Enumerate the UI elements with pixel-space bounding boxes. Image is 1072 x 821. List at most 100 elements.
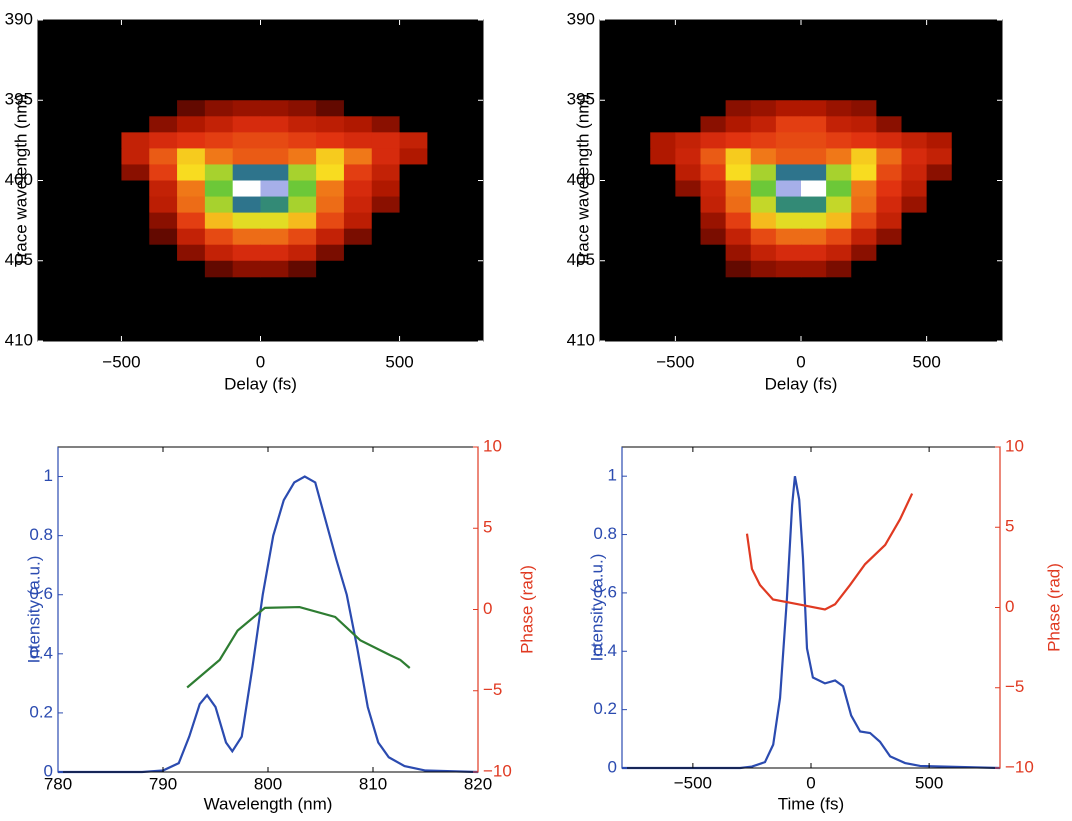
heat-cell — [801, 212, 827, 230]
heat-cell — [149, 180, 178, 198]
y-tick-label: 405 — [5, 250, 33, 269]
heat-cell — [951, 164, 978, 181]
heat-cell — [951, 100, 978, 117]
heat-cell — [976, 196, 1003, 214]
heat-cell — [149, 196, 178, 214]
heat-cell — [951, 148, 978, 165]
heat-cell — [177, 164, 206, 181]
heat-cell — [750, 148, 777, 165]
heat-cell — [750, 260, 777, 278]
heat-cell — [851, 260, 877, 278]
series-line — [58, 475, 479, 774]
y-tick-label: 400 — [567, 170, 595, 189]
heat-cell — [876, 164, 902, 181]
heat-cell — [316, 228, 345, 246]
y-tick-label: 390 — [5, 9, 33, 28]
heat-cell — [901, 132, 928, 149]
heat-cell — [371, 244, 401, 262]
heat-cell — [455, 228, 484, 246]
heat-cell — [750, 180, 777, 198]
heat-cell — [851, 196, 877, 214]
heat-cell — [204, 244, 234, 262]
x-tick-label: −500 — [656, 352, 694, 371]
x-tick-label: −500 — [102, 352, 140, 371]
heat-cell — [204, 196, 234, 214]
heat-cell — [399, 196, 428, 214]
heat-cell — [232, 100, 261, 117]
heat-cell — [725, 244, 752, 262]
x-tick-label: 500 — [915, 773, 943, 792]
y2-tick-label: 5 — [483, 518, 492, 537]
y-tick-label: 0.2 — [593, 699, 617, 718]
heat-cell — [121, 148, 150, 165]
heat-cell — [625, 116, 651, 133]
heat-cell — [121, 244, 150, 262]
heat-cell — [316, 212, 345, 230]
heat-cell — [371, 132, 401, 149]
heat-cell — [399, 228, 428, 246]
heat-cell — [316, 164, 345, 181]
heat-cell — [976, 212, 1003, 230]
heat-cell — [399, 132, 428, 149]
heat-cell — [427, 180, 456, 198]
heat-cell — [93, 164, 122, 181]
heat-cell — [121, 260, 150, 278]
heat-cell — [93, 116, 122, 133]
heat-cell — [926, 180, 953, 198]
y-tick-label: 395 — [5, 90, 33, 109]
heat-cell — [851, 116, 877, 133]
x-axis-label: Wavelength (nm) — [204, 794, 333, 813]
heat-cell — [260, 180, 289, 198]
heat-cell — [926, 100, 953, 117]
heat-cell — [926, 212, 953, 230]
heat-cell — [725, 212, 752, 230]
heat-cell — [650, 148, 676, 165]
heat-cell — [343, 164, 373, 181]
heat-cell — [650, 228, 676, 246]
heat-cell — [725, 228, 752, 246]
heat-cell — [93, 244, 122, 262]
x-tick-label: 500 — [912, 352, 940, 371]
heat-cell — [121, 100, 150, 117]
heat-cell — [177, 244, 206, 262]
heat-cell — [65, 132, 95, 149]
heat-cell — [675, 260, 701, 278]
heat-cell — [675, 228, 701, 246]
heat-cell — [725, 100, 752, 117]
heat-cell — [700, 116, 727, 133]
heat-cell — [427, 116, 456, 133]
heat-cell — [260, 228, 289, 246]
heat-cell — [775, 100, 802, 117]
heat-cell — [121, 180, 150, 198]
heat-cell — [371, 196, 401, 214]
heat-cell — [260, 260, 289, 278]
y-tick-label: 395 — [567, 90, 595, 109]
heat-cell — [951, 132, 978, 149]
heat-cell — [93, 180, 122, 198]
heat-cell — [625, 132, 651, 149]
heat-cell — [149, 148, 178, 165]
heat-cell — [826, 132, 852, 149]
heat-cell — [121, 212, 150, 230]
heat-cell — [901, 260, 928, 278]
heat-cell — [260, 148, 289, 165]
heat-cell — [371, 212, 401, 230]
heat-cell — [650, 116, 676, 133]
heat-cell — [876, 148, 902, 165]
heat-cell — [38, 148, 67, 165]
heat-cell — [316, 148, 345, 165]
heat-cell — [675, 148, 701, 165]
heat-cell — [675, 196, 701, 214]
heat-cell — [775, 212, 802, 230]
y-tick-label: 0 — [44, 761, 53, 780]
heat-cell — [427, 212, 456, 230]
heat-cell — [725, 164, 752, 181]
heat-cell — [399, 100, 428, 117]
heat-cell — [93, 228, 122, 246]
heat-cell — [801, 148, 827, 165]
heat-cell — [826, 100, 852, 117]
heat-cell — [343, 228, 373, 246]
x-tick-label: 810 — [359, 774, 387, 793]
heat-cell — [65, 196, 95, 214]
heat-cell — [926, 164, 953, 181]
